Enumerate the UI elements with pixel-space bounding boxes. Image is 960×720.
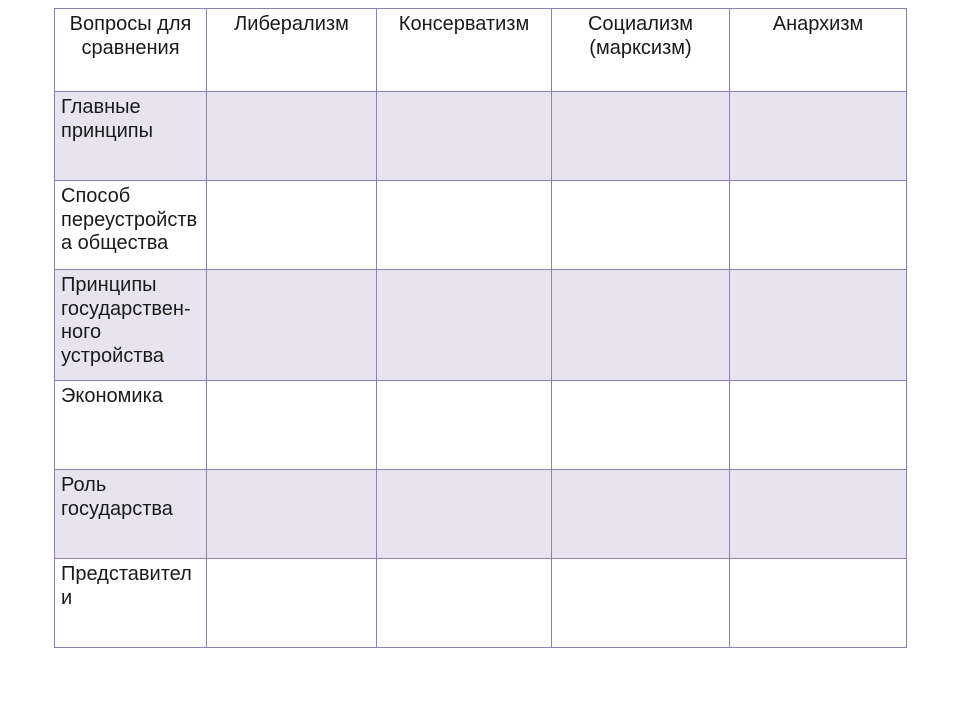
table-row: Роль государства bbox=[55, 470, 907, 559]
table-cell bbox=[377, 470, 552, 559]
row-label: Экономика bbox=[55, 381, 207, 470]
table-cell bbox=[552, 181, 730, 270]
table-row: Главные принципы bbox=[55, 92, 907, 181]
table-cell bbox=[207, 381, 377, 470]
comparison-table: Вопросы для сравнения Либерализм Консерв… bbox=[54, 8, 907, 648]
page: Вопросы для сравнения Либерализм Консерв… bbox=[0, 0, 960, 688]
table-cell bbox=[207, 270, 377, 381]
table-cell bbox=[552, 381, 730, 470]
col-header-anarchism: Анархизм bbox=[730, 9, 907, 92]
table-cell bbox=[207, 559, 377, 648]
row-label: Главные принципы bbox=[55, 92, 207, 181]
table-row: Представители bbox=[55, 559, 907, 648]
table-cell bbox=[730, 181, 907, 270]
table-cell bbox=[377, 181, 552, 270]
row-label: Способ переустройства общества bbox=[55, 181, 207, 270]
col-header-conservatism: Консерватизм bbox=[377, 9, 552, 92]
table-cell bbox=[377, 559, 552, 648]
table-cell bbox=[730, 270, 907, 381]
table-cell bbox=[730, 92, 907, 181]
table-header-row: Вопросы для сравнения Либерализм Консерв… bbox=[55, 9, 907, 92]
table-row: Принципы государствен-ного устройства bbox=[55, 270, 907, 381]
table-cell bbox=[552, 270, 730, 381]
table-row: Способ переустройства общества bbox=[55, 181, 907, 270]
table-cell bbox=[552, 92, 730, 181]
table-cell bbox=[377, 92, 552, 181]
table-cell bbox=[552, 559, 730, 648]
table-cell bbox=[377, 381, 552, 470]
table-cell bbox=[207, 92, 377, 181]
col-header-questions: Вопросы для сравнения bbox=[55, 9, 207, 92]
table-cell bbox=[730, 559, 907, 648]
col-header-socialism: Социализм (марксизм) bbox=[552, 9, 730, 92]
table-row: Экономика bbox=[55, 381, 907, 470]
row-label: Роль государства bbox=[55, 470, 207, 559]
row-label: Принципы государствен-ного устройства bbox=[55, 270, 207, 381]
col-header-liberalism: Либерализм bbox=[207, 9, 377, 92]
table-cell bbox=[552, 470, 730, 559]
table-cell bbox=[207, 181, 377, 270]
table-body: Главные принципыСпособ переустройства об… bbox=[55, 92, 907, 648]
table-cell bbox=[377, 270, 552, 381]
table-cell bbox=[730, 381, 907, 470]
table-cell bbox=[730, 470, 907, 559]
table-cell bbox=[207, 470, 377, 559]
row-label: Представители bbox=[55, 559, 207, 648]
